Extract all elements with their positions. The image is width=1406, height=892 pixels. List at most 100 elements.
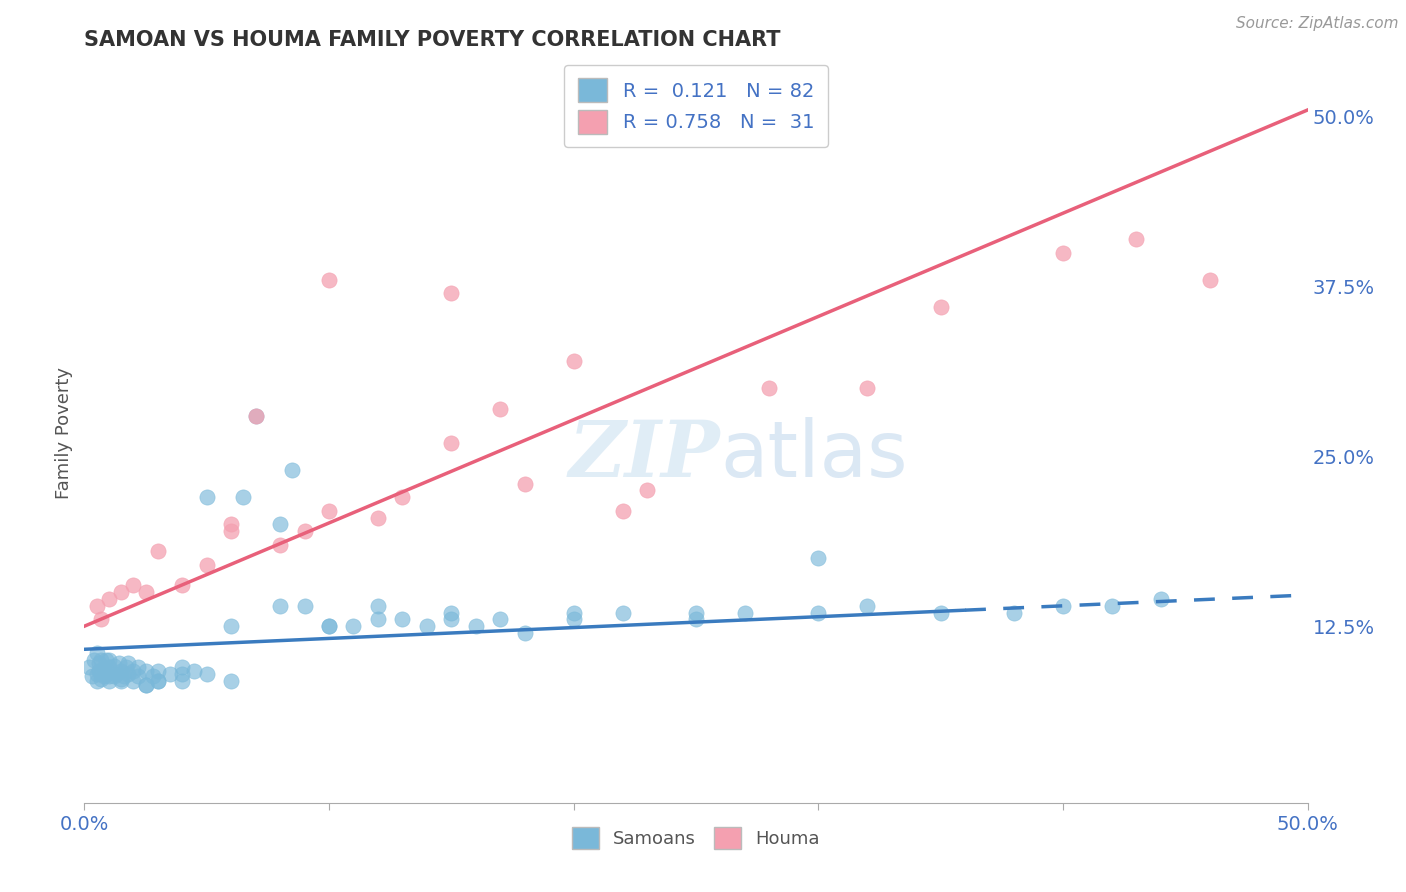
Point [489,401,512,416]
Point [90,672,112,686]
Point [562,606,585,620]
Point [90,612,112,626]
Point [269,538,291,552]
Point [86,599,108,613]
Point [513,476,536,491]
Legend: Samoans, Houma: Samoans, Houma [564,821,828,856]
Point [117,656,139,670]
Point [318,619,340,633]
Text: ZIP: ZIP [569,417,720,493]
Point [135,678,157,692]
Point [146,664,169,678]
Point [245,409,267,423]
Point [391,490,413,504]
Point [96,653,118,667]
Point [219,524,242,538]
Point [80,669,103,683]
Point [97,669,120,683]
Point [195,490,218,504]
Point [636,483,658,498]
Point [183,664,205,678]
Point [172,666,194,681]
Point [269,517,291,532]
Point [758,382,780,396]
Point [318,504,340,518]
Point [1002,606,1025,620]
Point [856,599,879,613]
Point [96,666,118,681]
Point [86,646,108,660]
Point [440,286,463,301]
Point [807,606,830,620]
Point [172,673,194,688]
Point [93,661,115,675]
Point [929,300,952,314]
Point [281,463,304,477]
Point [245,409,267,423]
Point [172,578,194,592]
Point [146,544,169,558]
Point [105,666,128,681]
Point [90,666,112,681]
Point [97,660,120,674]
Point [1052,599,1074,613]
Point [135,664,157,678]
Point [391,612,413,626]
Point [86,666,108,681]
Point [367,599,389,613]
Point [269,599,291,613]
Point [440,606,463,620]
Point [135,678,157,692]
Point [135,585,157,599]
Point [318,273,340,287]
Point [807,551,830,566]
Point [122,578,145,592]
Point [142,669,165,683]
Point [87,664,110,678]
Point [146,673,169,688]
Point [856,382,879,396]
Text: Source: ZipAtlas.com: Source: ZipAtlas.com [1236,16,1399,31]
Point [342,619,364,633]
Point [195,558,218,572]
Point [513,626,536,640]
Point [110,673,132,688]
Point [685,606,707,620]
Point [685,612,707,626]
Point [77,660,100,674]
Point [93,669,115,683]
Point [1125,232,1147,246]
Point [97,653,120,667]
Point [294,599,316,613]
Y-axis label: Family Poverty: Family Poverty [55,367,73,499]
Point [219,619,242,633]
Point [110,664,132,678]
Point [127,669,149,683]
Point [318,619,340,633]
Point [107,656,129,670]
Point [294,524,316,538]
Point [83,653,105,667]
Point [367,612,389,626]
Point [122,664,145,678]
Point [172,660,194,674]
Point [734,606,756,620]
Point [110,585,132,599]
Point [90,653,112,667]
Point [103,658,125,673]
Point [219,517,242,532]
Text: SAMOAN VS HOUMA FAMILY POVERTY CORRELATION CHART: SAMOAN VS HOUMA FAMILY POVERTY CORRELATI… [84,29,780,50]
Point [97,673,120,688]
Point [562,612,585,626]
Point [110,672,132,686]
Point [1150,592,1173,607]
Point [1198,273,1220,287]
Point [112,669,135,683]
Point [562,354,585,368]
Point [1101,599,1123,613]
Point [612,606,634,620]
Point [87,656,110,670]
Point [929,606,952,620]
Point [232,490,254,504]
Point [103,669,125,683]
